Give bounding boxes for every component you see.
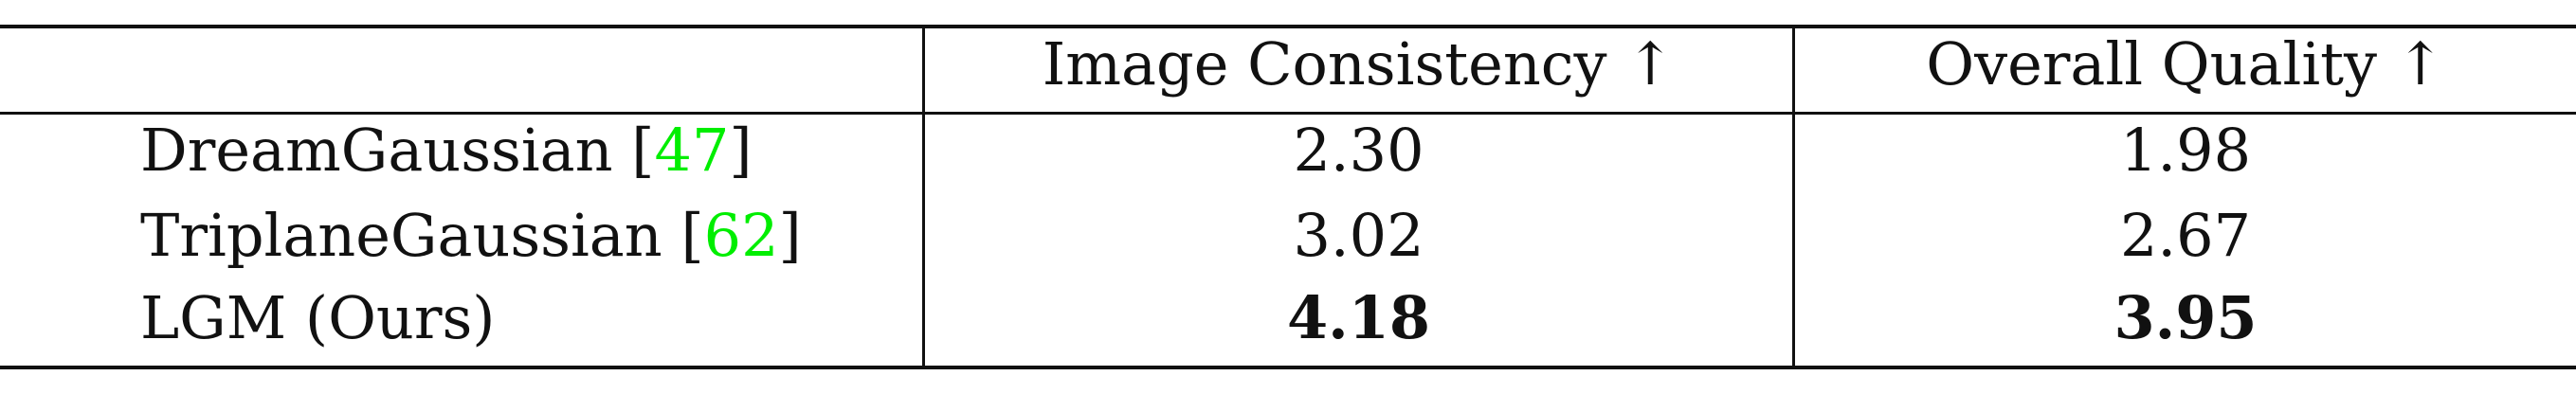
header-image-consistency: Image Consistency ↑ — [1042, 29, 1676, 98]
row-label-triplanegaussian: TriplaneGaussian [62] — [140, 206, 802, 265]
image-consistency-value: 3.02 — [1293, 201, 1424, 270]
column-divider-1 — [922, 27, 925, 367]
citation-open-bracket: [ — [631, 116, 655, 185]
overall-quality-value: 2.67 — [2119, 201, 2252, 270]
citation-close-bracket: ] — [778, 201, 802, 270]
header-rule — [0, 112, 2576, 115]
method-name: TriplaneGaussian — [140, 201, 662, 270]
bottom-rule — [0, 366, 2576, 369]
citation-close-bracket: ] — [729, 116, 753, 185]
image-consistency-value: 2.30 — [1293, 116, 1424, 185]
overall-quality-value: 1.98 — [2119, 116, 2252, 185]
top-rule — [0, 25, 2576, 28]
citation-link[interactable]: 47 — [654, 116, 730, 185]
method-name: LGM (Ours) — [140, 283, 496, 352]
image-consistency-value-best: 4.18 — [1286, 283, 1430, 352]
row-label-lgm-ours: LGM (Ours) — [140, 289, 495, 348]
method-name: DreamGaussian — [140, 116, 613, 185]
citation-link[interactable]: 62 — [703, 201, 779, 270]
header-overall-quality: Overall Quality ↑ — [1926, 29, 2445, 98]
citation-open-bracket: [ — [680, 201, 704, 270]
column-divider-2 — [1792, 27, 1795, 367]
overall-quality-value-best: 3.95 — [2113, 283, 2258, 352]
row-label-dreamgaussian: DreamGaussian [47] — [140, 121, 753, 180]
